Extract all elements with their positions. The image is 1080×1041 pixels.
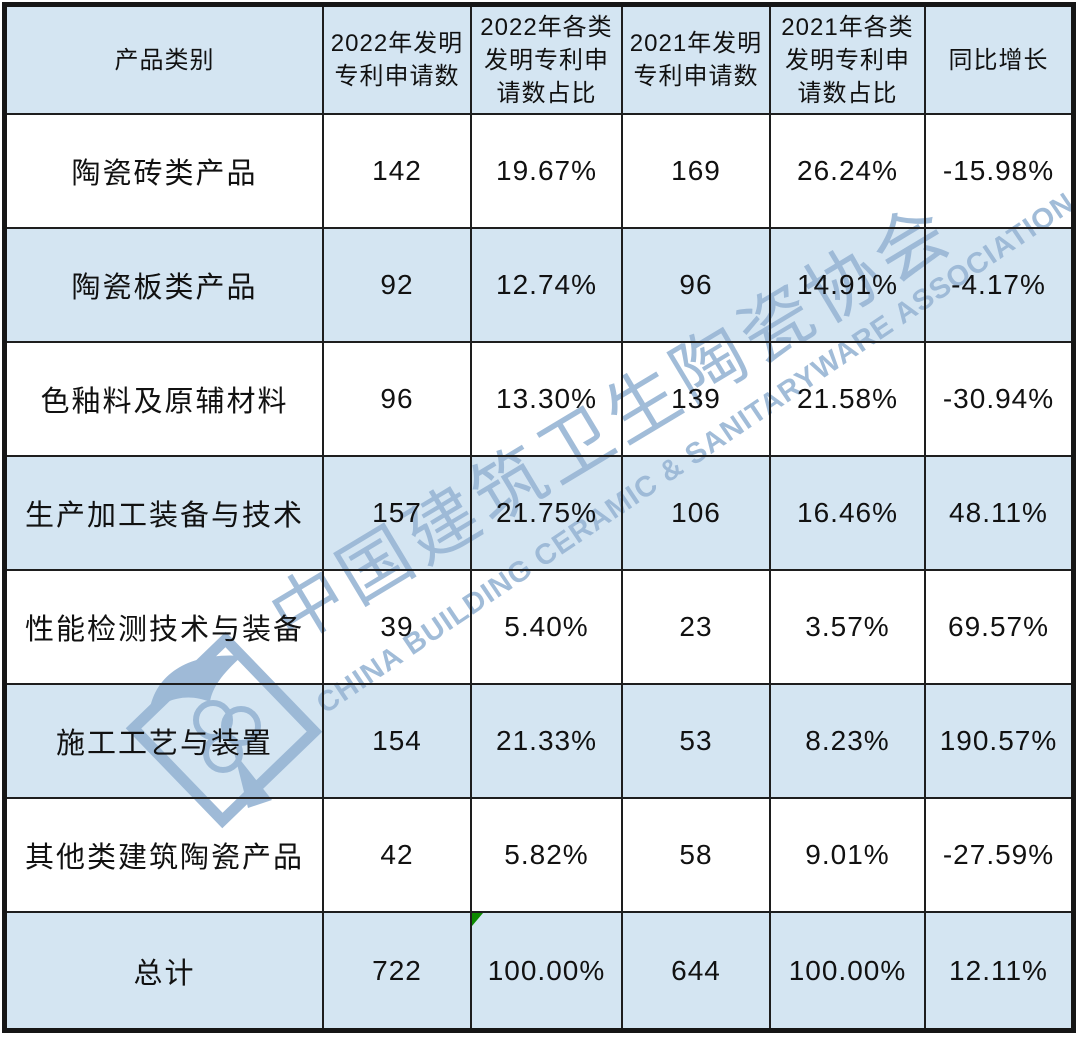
cell-yoy-growth: -15.98% xyxy=(926,115,1071,229)
cell-yoy-growth: 48.11% xyxy=(926,457,1071,571)
header-cell-yoy-growth: 同比增长 xyxy=(926,7,1071,115)
cell-2021-share: 3.57% xyxy=(771,571,926,685)
cell-2021-count: 169 xyxy=(623,115,771,229)
cell-2022-count: 157 xyxy=(324,457,472,571)
cell-2022-share: 5.82% xyxy=(472,799,623,913)
header-cell-2021-count: 2021年发明专利申请数 xyxy=(623,7,771,115)
cell-category: 色釉料及原辅材料 xyxy=(7,343,324,457)
cell-2022-share: 21.75% xyxy=(472,457,623,571)
cell-category: 性能检测技术与装备 xyxy=(7,571,324,685)
cell-note-marker xyxy=(472,913,483,926)
header-cell-2022-share: 2022年各类发明专利申请数占比 xyxy=(472,7,623,115)
cell-2022-share: 19.67% xyxy=(472,115,623,229)
cell-category-total: 总计 xyxy=(7,913,324,1028)
cell-2021-share: 14.91% xyxy=(771,229,926,343)
cell-2022-share: 5.40% xyxy=(472,571,623,685)
cell-2022-share: 100.00% xyxy=(472,913,623,1028)
stripe-header xyxy=(7,7,1071,115)
cell-2022-share: 21.33% xyxy=(472,685,623,799)
cell-2021-share: 16.46% xyxy=(771,457,926,571)
cell-2022-share: 12.74% xyxy=(472,229,623,343)
cell-2022-share-value: 100.00% xyxy=(487,954,606,986)
stripe-row xyxy=(7,229,1071,343)
cell-2022-count: 96 xyxy=(324,343,472,457)
cell-category: 生产加工装备与技术 xyxy=(7,457,324,571)
stripe-row xyxy=(7,913,1071,1028)
cell-2022-count: 722 xyxy=(324,913,472,1028)
cell-2021-share: 8.23% xyxy=(771,685,926,799)
cell-yoy-growth: 69.57% xyxy=(926,571,1071,685)
cell-category: 其他类建筑陶瓷产品 xyxy=(7,799,324,913)
cell-2022-count: 142 xyxy=(324,115,472,229)
cell-2021-count: 96 xyxy=(623,229,771,343)
cell-2022-count: 42 xyxy=(324,799,472,913)
cell-yoy-growth: -30.94% xyxy=(926,343,1071,457)
cell-yoy-growth: 190.57% xyxy=(926,685,1071,799)
cell-category: 陶瓷板类产品 xyxy=(7,229,324,343)
cell-category: 陶瓷砖类产品 xyxy=(7,115,324,229)
cell-2021-share: 26.24% xyxy=(771,115,926,229)
cell-2021-count: 53 xyxy=(623,685,771,799)
cell-yoy-growth: -4.17% xyxy=(926,229,1071,343)
cell-2021-count: 23 xyxy=(623,571,771,685)
cell-category: 施工工艺与装置 xyxy=(7,685,324,799)
cell-yoy-growth: -27.59% xyxy=(926,799,1071,913)
cell-2021-count: 58 xyxy=(623,799,771,913)
cell-2021-share: 9.01% xyxy=(771,799,926,913)
cell-2022-count: 92 xyxy=(324,229,472,343)
cell-yoy-growth: 12.11% xyxy=(949,954,1048,986)
cell-2022-share: 13.30% xyxy=(472,343,623,457)
header-cell-2021-share: 2021年各类发明专利申请数占比 xyxy=(771,7,926,115)
cell-2021-share: 21.58% xyxy=(771,343,926,457)
header-cell-2022-count: 2022年发明专利申请数 xyxy=(324,7,472,115)
stripe-row xyxy=(7,343,1071,457)
cell-2022-count: 154 xyxy=(324,685,472,799)
cell-2021-count: 106 xyxy=(623,457,771,571)
cell-2021-count: 644 xyxy=(623,913,771,1028)
header-cell-category: 产品类别 xyxy=(7,7,324,115)
cell-2021-count: 139 xyxy=(623,343,771,457)
cell-2022-count: 39 xyxy=(324,571,472,685)
stripe-row xyxy=(7,115,1071,229)
stripe-row xyxy=(7,457,1071,571)
cell-2021-share: 100.00% xyxy=(771,913,926,1028)
